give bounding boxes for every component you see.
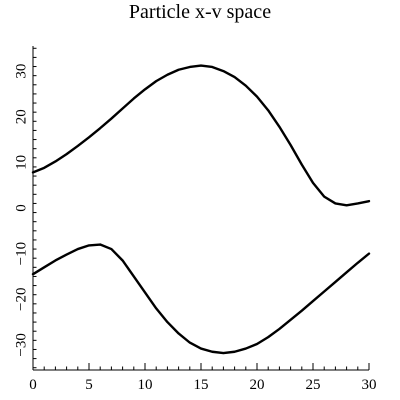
y-tick-label: −10: [13, 242, 29, 265]
axis-ticks: [32, 47, 370, 370]
x-tick-label: 30: [362, 377, 377, 393]
x-tick-label: 10: [138, 377, 153, 393]
x-tick-label: 20: [250, 377, 265, 393]
series-positive-velocity-line: [31, 64, 371, 207]
x-tick-label: 0: [29, 377, 37, 393]
x-tick-label: 15: [194, 377, 209, 393]
chart-title: Particle x-v space: [129, 1, 271, 23]
y-tick-label: 30: [13, 64, 29, 79]
y-tick-label: 10: [13, 155, 29, 170]
y-tick-label: 0: [13, 204, 29, 212]
y-tick-label: 20: [13, 109, 29, 124]
x-tick-label: 25: [306, 377, 321, 393]
axis-tick-labels: 0 5 10 15 20 25 30 −30 −20 −10 0 10 20 30: [13, 64, 376, 393]
y-tick-label: −30: [13, 333, 29, 356]
series-group: [31, 64, 371, 355]
y-tick-label: −20: [13, 288, 29, 311]
x-tick-label: 5: [85, 377, 93, 393]
series-negative-velocity-line: [31, 243, 371, 355]
